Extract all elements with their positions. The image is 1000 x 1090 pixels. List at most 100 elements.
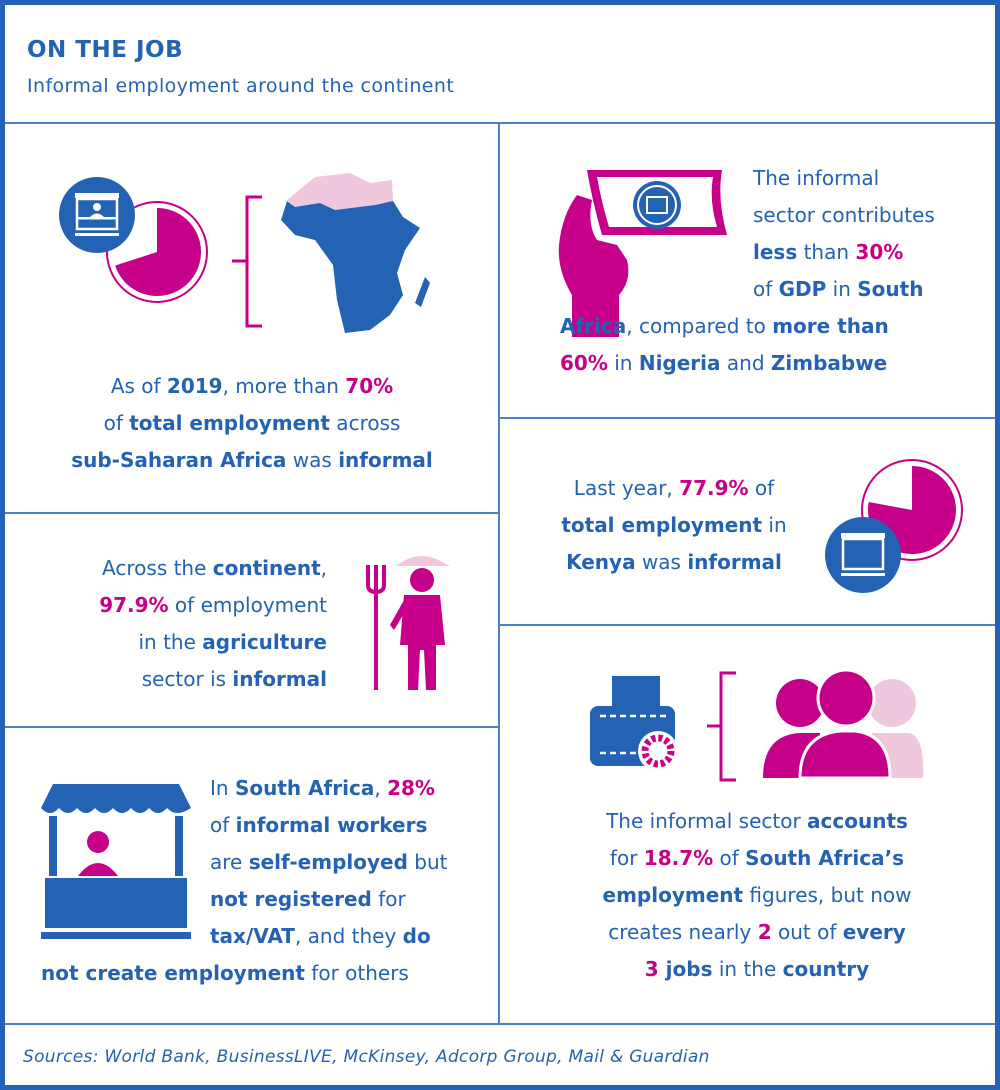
text-segment: In — [210, 776, 235, 800]
text-segment: of — [210, 813, 236, 837]
text-segment: sector contributes — [753, 203, 935, 227]
hand-holding-banknote-icon — [558, 170, 727, 337]
text-line: Across the continent, — [99, 550, 327, 587]
emphasis-text: informal — [338, 448, 433, 472]
highlight-figure: 70% — [345, 374, 394, 398]
emphasis-text: more than — [772, 314, 889, 338]
africa-map-icon — [281, 173, 430, 333]
emphasis-text: total employment — [129, 411, 330, 435]
farmer-with-pitchfork-icon — [366, 556, 450, 690]
highlight-figure: 2 — [757, 920, 772, 944]
page-title: ON THE JOB — [27, 37, 184, 63]
emphasis-text: informal — [232, 667, 327, 691]
emphasis-text: employment — [602, 883, 744, 907]
emphasis-text: sub-Saharan Africa — [71, 448, 287, 472]
text-segment: was — [635, 550, 688, 574]
text-segment: Last year, — [573, 476, 680, 500]
text-segment: Across the — [102, 556, 213, 580]
text-segment: , more than — [222, 374, 346, 398]
text-line: not registered for — [41, 881, 448, 918]
bracket — [232, 195, 262, 328]
text-line: The informal — [560, 160, 935, 197]
text-line: As of 2019, more than 70% — [5, 368, 499, 405]
text-segment: across — [329, 411, 401, 435]
emphasis-text: Africa — [560, 314, 627, 338]
emphasis-text: less — [753, 240, 798, 264]
market-stall-icon — [41, 784, 191, 939]
emphasis-text: every — [842, 920, 906, 944]
text-segment: As of — [110, 374, 167, 398]
emphasis-text: South Africa’s — [745, 846, 905, 870]
emphasis-text: informal workers — [235, 813, 428, 837]
text-line: not create employment for others — [41, 955, 448, 992]
text-line: sector contributes — [560, 197, 935, 234]
text-line: of total employment across — [5, 405, 499, 442]
emphasis-text: do — [402, 924, 431, 948]
text-line: Kenya was informal — [499, 544, 849, 581]
emphasis-text: tax/VAT — [210, 924, 295, 948]
text-segment: , — [374, 776, 388, 800]
text-line: for 18.7% of South Africa’s — [499, 840, 995, 877]
emphasis-text: not create employment — [41, 961, 305, 985]
divider — [5, 122, 995, 124]
text-line: creates nearly 2 out of every — [499, 914, 995, 951]
highlight-figure: 77.9% — [679, 476, 749, 500]
emphasis-text: Zimbabwe — [770, 351, 888, 375]
text-segment: in the — [712, 957, 783, 981]
emphasis-text: accounts — [807, 809, 908, 833]
emphasis-text: country — [782, 957, 870, 981]
text-line: 97.9% of employment — [99, 587, 327, 624]
emphasis-text: GDP — [778, 277, 827, 301]
bracket — [707, 671, 736, 782]
text-line: 3 jobs in the country — [499, 951, 995, 988]
divider — [499, 417, 995, 419]
emphasis-text: jobs — [658, 957, 713, 981]
emphasis-text: informal — [687, 550, 782, 574]
text-segment: was — [286, 448, 339, 472]
text-line: are self-employed but — [41, 844, 448, 881]
kenya-text: Last year, 77.9% of total employment in Ke… — [499, 470, 849, 581]
text-segment: but — [407, 850, 448, 874]
text-line: sector is informal — [99, 661, 327, 698]
text-line: The informal sector accounts — [499, 803, 995, 840]
highlight-figure: 60% — [560, 351, 608, 375]
page-subtitle: Informal employment around the continent — [27, 75, 455, 97]
pie-chart-icon — [106, 201, 208, 303]
highlight-figure: 28% — [387, 776, 435, 800]
text-line: Africa, compared to more than — [560, 308, 935, 345]
text-segment: creates nearly — [608, 920, 758, 944]
text-segment: , compared to — [626, 314, 773, 338]
divider — [5, 1023, 995, 1025]
text-line: total employment in — [499, 507, 849, 544]
text-segment: in — [607, 351, 639, 375]
emphasis-text: continent — [212, 556, 321, 580]
emphasis-text: South Africa — [234, 776, 375, 800]
emphasis-text: total employment — [561, 513, 763, 537]
emphasis-text: Nigeria — [638, 351, 721, 375]
text-line: of GDP in South — [560, 271, 935, 308]
divider — [5, 512, 499, 514]
text-line: 60% in Nigeria and Zimbabwe — [560, 345, 935, 382]
highlight-figure: 97.9% — [99, 593, 169, 617]
wallet-with-gear-icon — [590, 676, 678, 771]
text-line: employment figures, but now — [499, 877, 995, 914]
text-line: In South Africa, 28% — [41, 770, 448, 807]
text-segment: are — [210, 850, 249, 874]
text-line: Last year, 77.9% of — [499, 470, 849, 507]
market-stall-icon — [59, 177, 135, 253]
gdp-text: The informal sector contributes less than … — [560, 160, 935, 382]
text-segment: in the — [138, 630, 203, 654]
emphasis-text: South — [857, 277, 924, 301]
text-segment: of — [748, 476, 775, 500]
agri-text: Across the continent, 97.9% of employment… — [99, 550, 327, 698]
market-stall-icon — [825, 517, 901, 593]
text-segment: sector is — [141, 667, 233, 691]
text-line: in the agriculture — [99, 624, 328, 661]
highlight-figure: 18.7% — [643, 846, 714, 870]
highlight-figure: 30% — [855, 240, 904, 264]
text-segment: The informal sector — [606, 809, 808, 833]
text-segment: in — [762, 513, 787, 537]
jobs-text: The informal sector accounts for 18.7% of… — [499, 803, 995, 988]
text-segment: of — [713, 846, 746, 870]
